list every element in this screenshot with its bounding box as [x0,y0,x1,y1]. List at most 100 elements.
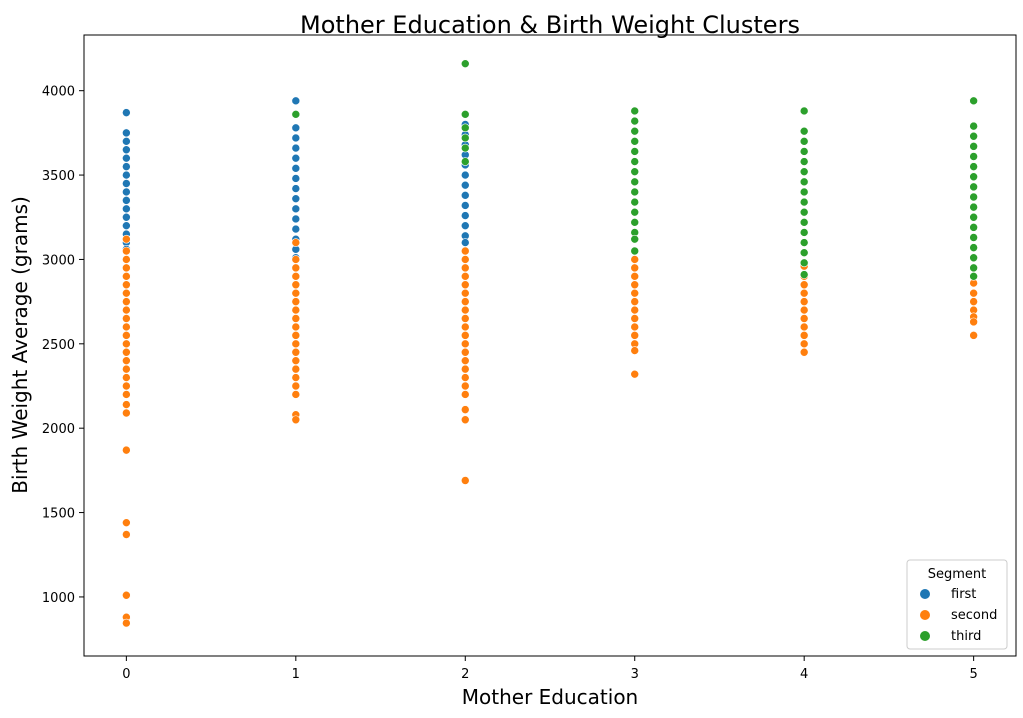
data-point-second [460,331,470,340]
y-tick-label: 1000 [42,591,75,606]
legend: Segment first second third [906,559,1008,650]
data-point-second [122,400,131,409]
data-point-second [969,317,978,327]
data-point-second [460,305,470,315]
data-point-first [122,187,131,197]
data-point-third [969,96,978,106]
legend-label-first: first [951,587,976,602]
data-point-second [122,364,131,374]
data-point-first [122,108,131,117]
data-point-second [122,408,131,418]
x-tick-label: 4 [800,667,808,682]
data-point-third [291,110,301,119]
data-point-first [291,194,301,203]
data-point-second [460,373,470,382]
data-point-second [122,288,131,298]
data-point-third [969,212,978,222]
data-point-third [460,110,470,119]
data-point-third [799,228,809,237]
data-point-second [460,288,470,298]
data-point-second [460,314,470,323]
data-point-second [630,346,640,355]
data-point-first [291,123,301,133]
data-point-first [291,96,301,106]
plot-frame [83,34,1017,657]
data-point-third [630,167,640,176]
data-point-third [969,131,978,141]
data-point-second [799,322,809,332]
data-point-second [122,297,131,306]
data-point-second [291,255,301,264]
y-tick-label: 2500 [42,338,75,353]
data-point-second [122,445,131,455]
data-point-third [799,258,809,268]
data-point-second [630,331,640,340]
data-point-third [969,121,978,131]
data-point-second [291,331,301,340]
data-point-third [969,253,978,263]
legend-label-third: third [951,629,981,644]
data-point-third [799,126,809,136]
data-point-second [291,280,301,290]
data-point-second [460,364,470,374]
data-point-third [969,192,978,202]
legend-marker-second [920,610,930,620]
data-point-second [122,356,131,365]
data-point-first [291,164,301,173]
data-point-second [122,246,131,256]
data-point-second [460,339,470,349]
data-points [122,59,978,628]
data-point-second [122,390,131,399]
x-tick-label: 2 [461,667,469,682]
x-axis-label: Mother Education [462,685,638,709]
data-point-first [122,145,131,155]
y-axis-label: Birth Weight Average (grams) [8,196,32,494]
data-point-first [122,221,131,230]
x-tick-label: 5 [969,667,977,682]
data-point-second [291,390,301,399]
data-point-second [630,280,640,290]
data-point-second [122,255,131,264]
data-point-second [799,347,809,357]
legend-box [906,559,1008,650]
data-point-second [969,297,978,306]
data-point-third [799,218,809,227]
data-point-second [291,288,301,298]
data-point-first [291,214,301,224]
data-point-second [799,288,809,298]
data-point-first [291,204,301,214]
data-point-second [630,305,640,315]
data-point-third [969,272,978,281]
data-point-first [460,180,470,190]
data-point-third [799,187,809,197]
x-tick-label: 1 [292,667,300,682]
data-point-third [630,116,640,126]
data-point-first [122,196,131,205]
data-point-second [291,364,301,374]
data-point-third [969,162,978,171]
data-point-second [460,255,470,264]
data-point-third [799,177,809,187]
data-point-second [460,263,470,273]
data-point-second [799,331,809,340]
data-point-first [460,170,470,180]
data-point-second [122,280,131,290]
data-point-third [799,238,809,247]
data-point-third [969,152,978,161]
data-point-second [460,476,470,485]
data-point-first [122,128,131,138]
data-point-third [630,197,640,207]
data-point-second [630,272,640,281]
data-point-second [122,381,131,391]
data-point-third [969,202,978,212]
data-point-third [799,147,809,156]
data-point-second [460,381,470,391]
data-point-second [460,280,470,290]
data-point-third [969,243,978,252]
chart-title: Mother Education & Birth Weight Clusters [300,11,800,39]
data-point-first [291,143,301,153]
data-point-third [630,218,640,227]
data-point-third [460,59,470,68]
data-point-third [969,182,978,192]
